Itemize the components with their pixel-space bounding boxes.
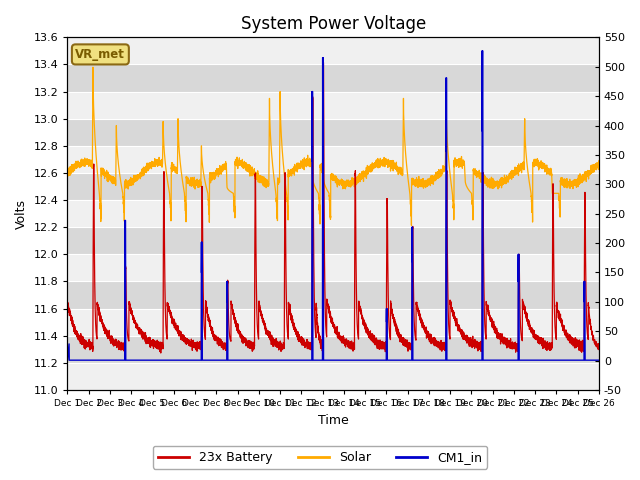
Bar bbox=[67, 336, 599, 363]
Bar bbox=[67, 200, 599, 227]
Title: System Power Voltage: System Power Voltage bbox=[241, 15, 426, 33]
Bar bbox=[67, 92, 599, 119]
X-axis label: Time: Time bbox=[318, 414, 349, 427]
Bar bbox=[67, 173, 599, 200]
Bar bbox=[67, 146, 599, 173]
Bar bbox=[67, 119, 599, 146]
Legend: 23x Battery, Solar, CM1_in: 23x Battery, Solar, CM1_in bbox=[153, 446, 487, 469]
Bar bbox=[67, 363, 599, 390]
Bar bbox=[67, 64, 599, 92]
Y-axis label: Volts: Volts bbox=[15, 199, 28, 228]
Bar bbox=[67, 254, 599, 281]
Bar bbox=[67, 37, 599, 64]
Bar bbox=[67, 281, 599, 309]
Bar bbox=[67, 309, 599, 336]
Text: VR_met: VR_met bbox=[76, 48, 125, 61]
Bar bbox=[67, 227, 599, 254]
